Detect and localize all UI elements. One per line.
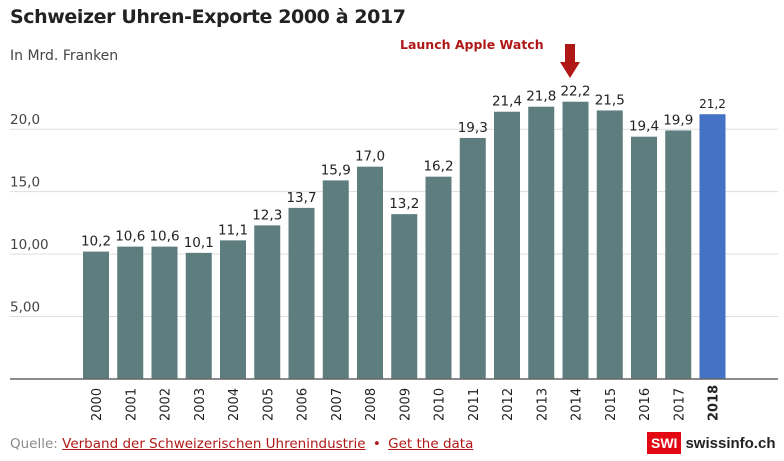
x-tick-label-2006: 2006 bbox=[296, 388, 311, 421]
value-label-2004: 11,1 bbox=[218, 222, 248, 238]
value-label-2012: 21,4 bbox=[492, 94, 522, 110]
x-tick-label-2007: 2007 bbox=[330, 388, 345, 421]
x-tick-label-2009: 2009 bbox=[398, 388, 413, 421]
y-tick-label: 10,00 bbox=[10, 237, 49, 253]
value-label-2014: 22,2 bbox=[560, 84, 590, 100]
value-label-2003: 10,1 bbox=[184, 235, 214, 251]
footer-separator: • bbox=[372, 436, 381, 452]
y-tick-label: 15,0 bbox=[10, 175, 40, 191]
swi-logo: SWI bbox=[647, 432, 682, 454]
x-tick-label-2018: 2018 bbox=[707, 385, 722, 421]
brand-logo[interactable]: SWI swissinfo.ch bbox=[647, 432, 775, 454]
annotation-arrow-icon bbox=[560, 44, 580, 78]
source-footer: Quelle: Verband der Schweizerischen Uhre… bbox=[10, 436, 473, 452]
value-label-2013: 21,8 bbox=[526, 89, 556, 105]
value-label-2015: 21,5 bbox=[595, 92, 625, 108]
bar-2011[interactable] bbox=[459, 137, 486, 379]
bar-2009[interactable] bbox=[391, 214, 418, 379]
value-label-2008: 17,0 bbox=[355, 149, 385, 165]
x-tick-label-2005: 2005 bbox=[261, 388, 276, 421]
value-label-2016: 19,4 bbox=[629, 119, 659, 135]
annotation-label: Launch Apple Watch bbox=[400, 37, 544, 52]
y-tick-label: 5,00 bbox=[10, 300, 40, 316]
x-tick-label-2012: 2012 bbox=[501, 388, 516, 421]
get-data-link[interactable]: Get the data bbox=[388, 436, 474, 452]
chart-subtitle: In Mrd. Franken bbox=[10, 48, 119, 64]
value-label-2009: 13,2 bbox=[389, 196, 419, 212]
value-label-2000: 10,2 bbox=[81, 234, 111, 250]
bar-2005[interactable] bbox=[254, 225, 281, 379]
bar-2010[interactable] bbox=[425, 176, 452, 379]
value-label-2006: 13,7 bbox=[286, 190, 316, 206]
x-tick-label-2008: 2008 bbox=[364, 388, 379, 421]
x-tick-label-2004: 2004 bbox=[227, 388, 242, 421]
x-tick-label-2014: 2014 bbox=[570, 388, 585, 421]
value-label-2005: 12,3 bbox=[252, 207, 282, 223]
y-tick-label: 20,0 bbox=[10, 112, 40, 128]
bar-2003[interactable] bbox=[185, 252, 212, 379]
x-tick-label-2017: 2017 bbox=[672, 388, 687, 421]
bar-2002[interactable] bbox=[151, 246, 178, 379]
value-label-2011: 19,3 bbox=[458, 120, 488, 136]
bar-2004[interactable] bbox=[220, 240, 246, 379]
bar-2018[interactable] bbox=[699, 114, 726, 379]
x-tick-label-2016: 2016 bbox=[638, 388, 653, 421]
bar-2017[interactable] bbox=[665, 130, 692, 379]
bar-2007[interactable] bbox=[322, 180, 349, 379]
value-label-2007: 15,9 bbox=[321, 162, 351, 178]
bar-2006[interactable] bbox=[288, 207, 315, 379]
source-prefix: Quelle: bbox=[10, 436, 58, 452]
bar-2014[interactable] bbox=[562, 101, 589, 380]
bar-2016[interactable] bbox=[631, 136, 657, 379]
bar-2008[interactable] bbox=[357, 166, 383, 379]
x-tick-label-2011: 2011 bbox=[467, 388, 482, 421]
value-label-2002: 10,6 bbox=[149, 229, 179, 245]
x-tick-label-2015: 2015 bbox=[604, 388, 619, 421]
value-label-2018: 21,2 bbox=[699, 97, 726, 111]
x-tick-label-2001: 2001 bbox=[124, 388, 139, 421]
bar-2012[interactable] bbox=[494, 111, 520, 380]
brand-name: swissinfo.ch bbox=[685, 434, 776, 452]
bar-2013[interactable] bbox=[528, 106, 555, 379]
x-tick-label-2003: 2003 bbox=[193, 388, 208, 421]
value-label-2010: 16,2 bbox=[423, 159, 453, 175]
bar-2015[interactable] bbox=[596, 110, 623, 379]
x-tick-label-2000: 2000 bbox=[90, 388, 105, 421]
source-link[interactable]: Verband der Schweizerischen Uhrenindustr… bbox=[62, 436, 366, 452]
value-label-2001: 10,6 bbox=[115, 229, 145, 245]
value-label-2017: 19,9 bbox=[663, 112, 693, 128]
bar-2001[interactable] bbox=[117, 246, 144, 379]
x-tick-label-2002: 2002 bbox=[159, 388, 174, 421]
x-tick-label-2013: 2013 bbox=[535, 388, 550, 421]
x-tick-label-2010: 2010 bbox=[433, 388, 448, 421]
chart-title: Schweizer Uhren-Exporte 2000 à 2017 bbox=[10, 6, 406, 28]
bar-2000[interactable] bbox=[83, 251, 109, 379]
